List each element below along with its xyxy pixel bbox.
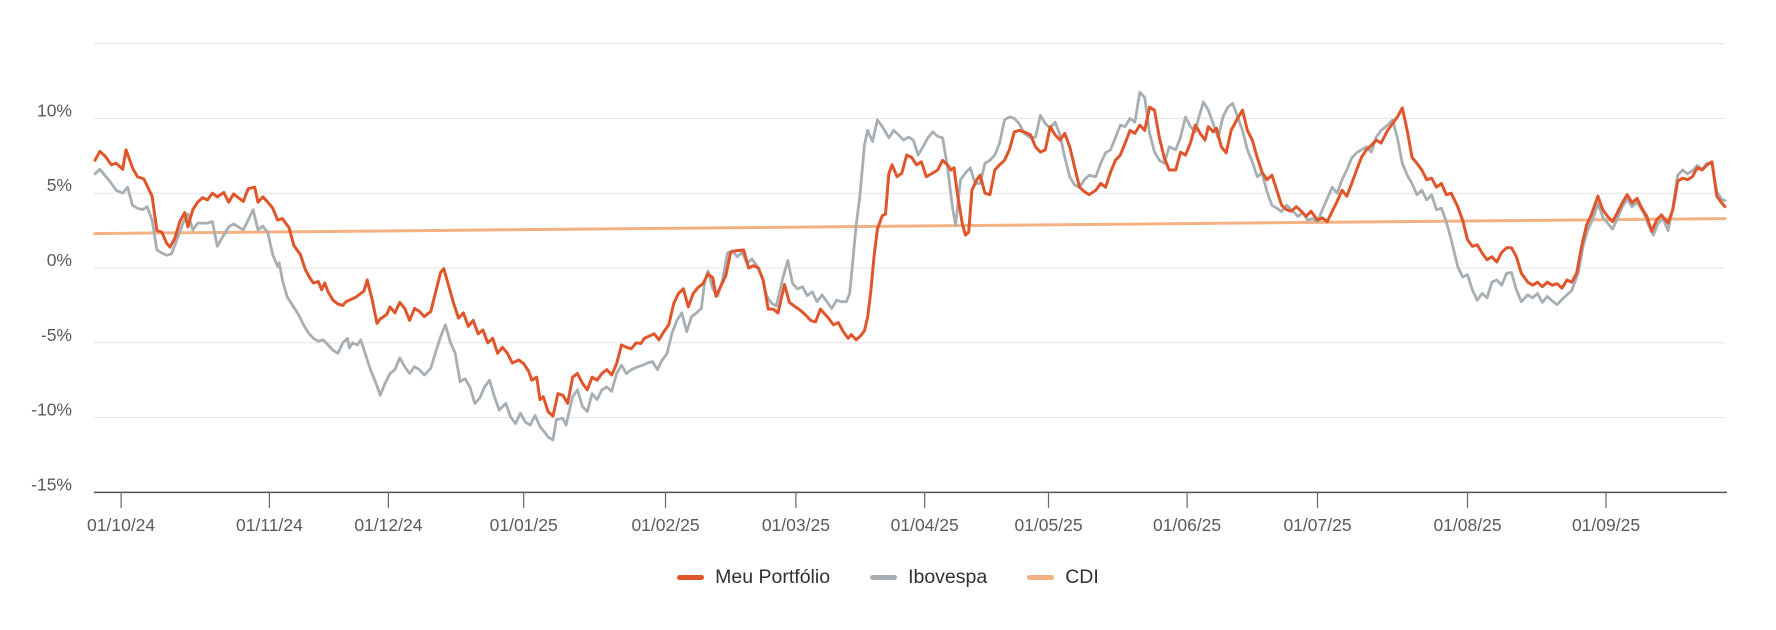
series-line-ibovespa[interactable] <box>93 90 1727 442</box>
cdi-line-swatch <box>1027 575 1055 580</box>
y-axis-label: 10% <box>37 100 72 120</box>
legend-item-ibovespa[interactable]: Ibovespa <box>870 566 987 589</box>
y-axis-label: 0% <box>47 250 72 270</box>
ibovespa-line-swatch <box>870 575 898 580</box>
x-axis-label: 01/07/25 <box>1283 515 1351 535</box>
series-line-cdi[interactable] <box>93 217 1727 236</box>
y-axis-label: 5% <box>47 175 72 195</box>
y-axis-label: -10% <box>31 400 72 420</box>
portfolio-line-swatch <box>677 575 705 580</box>
x-axis-label: 01/04/25 <box>891 515 959 535</box>
series-line-meu-portfolio[interactable] <box>93 105 1727 418</box>
legend: Meu Portfólio Ibovespa CDI <box>0 566 1776 589</box>
legend-item-cdi[interactable]: CDI <box>1027 566 1099 589</box>
x-axis-label: 01/10/24 <box>87 515 155 535</box>
legend-label-meu-portfolio: Meu Portfólio <box>715 566 831 588</box>
x-axis-label: 01/11/24 <box>236 515 303 535</box>
legend-item-meu-portfolio[interactable]: Meu Portfólio <box>677 566 830 589</box>
legend-label-cdi: CDI <box>1065 566 1099 588</box>
x-axis-label: 01/01/25 <box>490 515 558 535</box>
x-axis-label: 01/06/25 <box>1153 515 1221 535</box>
x-axis-label: 01/05/25 <box>1014 515 1082 535</box>
y-axis-label: -15% <box>31 474 72 494</box>
x-axis-label: 01/09/25 <box>1572 515 1640 535</box>
legend-label-ibovespa: Ibovespa <box>908 566 988 588</box>
x-axis-label: 01/12/24 <box>354 515 422 535</box>
x-axis-label: 01/02/25 <box>631 515 699 535</box>
x-axis-label: 01/08/25 <box>1433 515 1501 535</box>
x-axis-label: 01/03/25 <box>762 515 830 535</box>
y-axis-label: -5% <box>41 325 72 345</box>
